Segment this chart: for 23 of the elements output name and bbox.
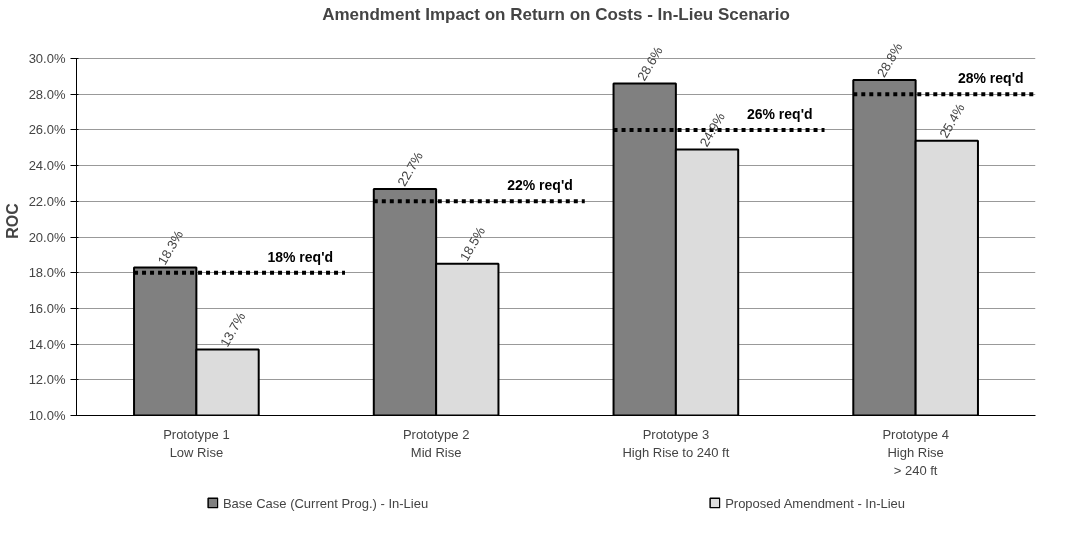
x-tick-label: Prototype 4 High Rise > 240 ft [882, 426, 949, 478]
y-tick-label: 22.0% [28, 193, 66, 209]
x-tick-label: Prototype 1 Low Rise [163, 426, 230, 460]
y-tick-label: 30.0% [28, 51, 66, 67]
chart-title: Amendment Impact on Return on Costs - In-Lieu Scenario [322, 5, 790, 24]
y-tick-label: 24.0% [28, 158, 66, 174]
x-tick-label: Prototype 3 High Rise to 240 ft [622, 426, 730, 460]
ref-line-label: 22% req'd [507, 177, 573, 194]
y-tick-label: 20.0% [28, 229, 66, 245]
legend-label: Base Case (Current Prog.) - In-Lieu [222, 495, 429, 510]
x-tick-label: Prototype 2 Mid Rise [402, 426, 470, 460]
legend-label: Proposed Amendment - In-Lieu [725, 495, 906, 510]
y-tick-label: 14.0% [28, 336, 66, 352]
y-tick-label: 16.0% [28, 300, 66, 316]
ref-line-label: 26% req'd [746, 106, 813, 122]
y-tick-label: 18.0% [28, 265, 66, 281]
y-tick-label: 12.0% [28, 372, 66, 388]
y-tick-label: 10.0% [28, 408, 66, 423]
y-axis-title: ROC [3, 202, 21, 239]
y-tick-label: 26.0% [28, 122, 66, 138]
ref-line-label: 28% req'd [957, 70, 1024, 87]
y-tick-label: 28.0% [28, 86, 66, 102]
ref-line-label: 18% req'd [267, 248, 334, 265]
